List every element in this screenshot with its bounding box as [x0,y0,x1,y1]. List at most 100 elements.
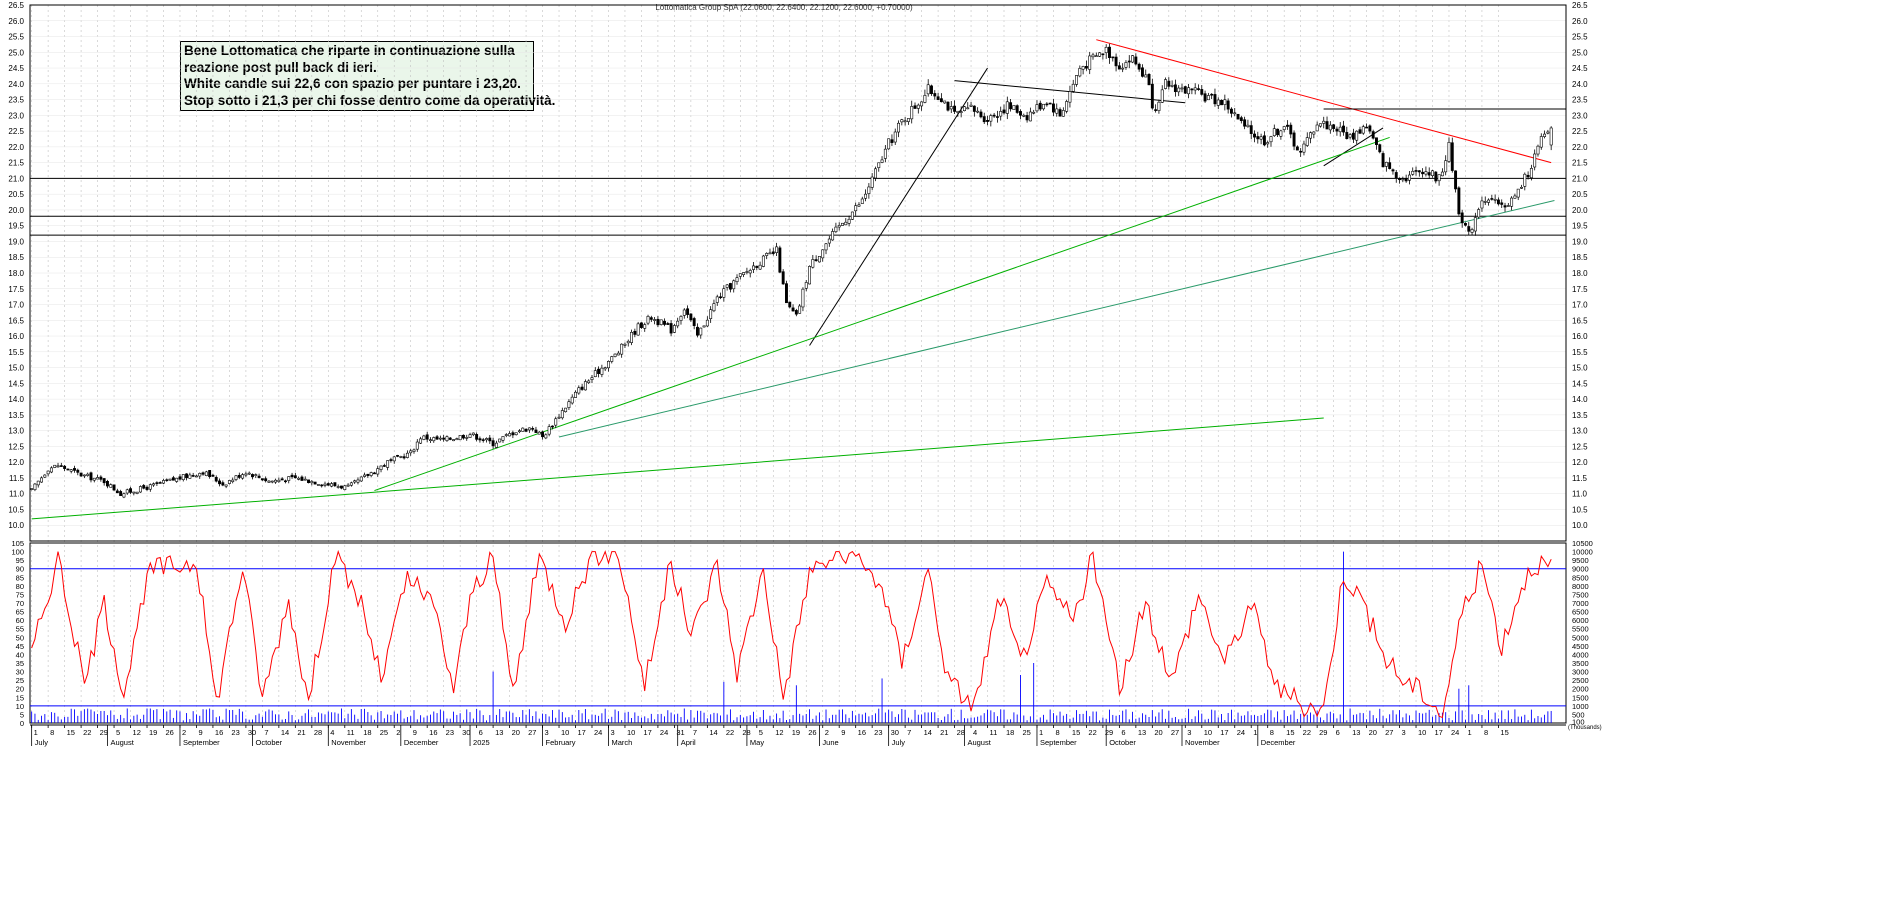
candle-white [811,259,815,268]
candles [30,43,1553,499]
candle-white [438,437,442,440]
price-tick-left: 16.0 [8,332,24,341]
x-tick-label: 2 [396,728,400,737]
x-tick-label: 28 [742,728,750,737]
candle-black [814,259,818,262]
candle-white [1506,205,1510,207]
candle-black [1114,56,1118,67]
candle-white [224,484,228,487]
candle-white [241,474,245,479]
price-tick-left: 18.0 [8,269,24,278]
price-tick-right: 11.5 [1572,474,1588,483]
candle-black [1108,46,1111,58]
x-tick-label: 30 [891,728,899,737]
candle-black [633,330,637,335]
candle-black [1381,153,1385,168]
candle-black [333,482,337,487]
candle-black [1137,63,1141,70]
candle-white [1543,133,1547,137]
candle-black [541,431,545,438]
x-tick-label: 4 [973,728,977,737]
candle-white [234,475,238,480]
candle-white [445,436,449,441]
candle-black [1150,83,1154,109]
candle-white [1091,54,1095,58]
candle-white [636,323,640,336]
candle-black [307,479,310,484]
candle-black [930,85,933,95]
candle-black [171,477,175,481]
candle-white [152,483,156,486]
month-label: December [1261,738,1296,747]
candle-white [336,486,340,488]
price-tick-left: 16.5 [8,316,24,325]
candle-white [1318,123,1322,127]
x-tick-label: 2 [182,728,186,737]
x-tick-label: 24 [660,728,668,737]
candle-white [1088,55,1092,70]
candle-white [43,474,47,478]
candle-white [850,211,854,220]
x-tick-label: 19 [149,728,157,737]
candle-black [185,473,189,479]
x-tick-label: 14 [281,728,289,737]
x-tick-label: 29 [1105,728,1113,737]
candle-white [69,469,73,472]
x-tick-label: 31 [676,728,684,737]
x-tick-label: 16 [858,728,866,737]
price-tick-right: 12.0 [1572,458,1588,467]
candle-white [297,477,301,480]
oscillator-tick: 85 [16,573,24,582]
candle-black [1009,102,1013,110]
candle-white [827,238,831,244]
candle-white [1480,200,1484,209]
candle-white [956,110,960,113]
price-panel-frame [29,4,1567,542]
candle-white [587,380,591,384]
price-tick-right: 20.0 [1572,206,1588,215]
candle-black [597,368,601,374]
candle-black [1262,135,1266,146]
oscillator-tick: 80 [16,582,24,591]
volume-tick: 2500 [1572,676,1589,685]
candle-white [1193,87,1197,91]
candle-black [794,310,798,315]
candle-black [1414,170,1418,172]
candle-black [1045,103,1049,106]
x-tick-label: 29 [1319,728,1327,737]
candle-black [115,490,119,494]
candle-white [82,474,86,477]
candle-black [1358,129,1362,134]
candle-white [254,474,258,476]
candle-white [132,491,136,494]
x-tick-label: 28 [957,728,965,737]
x-tick-label: 3 [610,728,614,737]
candle-white [574,391,577,398]
candle-black [1002,109,1006,114]
candle-black [1190,88,1194,91]
price-tick-right: 15.5 [1572,348,1588,357]
x-tick-label: 25 [380,728,388,737]
candle-white [504,434,508,436]
candle-black [402,456,406,459]
month-label: October [255,738,282,747]
candle-black [1391,169,1395,172]
candle-white [1104,46,1108,53]
x-tick-label: 3 [1187,728,1191,737]
price-tick-left: 21.5 [8,159,24,168]
candle-black [1398,178,1401,181]
oscillator-tick: 0 [20,719,24,728]
price-tick-right: 23.5 [1572,96,1588,105]
price-tick-right: 24.0 [1572,80,1588,89]
candle-black [1276,128,1280,136]
candle-white [353,480,357,483]
candle-white [1061,110,1065,117]
candle-white [1065,101,1069,112]
candle-white [1028,111,1032,122]
price-tick-left: 25.0 [8,48,24,57]
candle-white [761,255,765,267]
candle-white [1401,178,1405,181]
candle-white [679,316,683,321]
candle-white [834,226,838,233]
x-tick-label: 6 [1121,728,1125,737]
